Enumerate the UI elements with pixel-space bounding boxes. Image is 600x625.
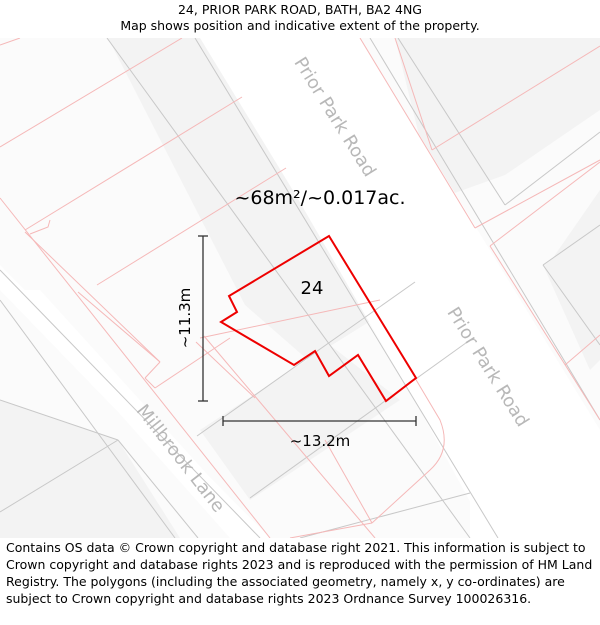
width-measure-line [222, 416, 417, 426]
height-measure-label: ~11.3m [176, 288, 194, 349]
road-surfaces [0, 38, 600, 538]
parcel-boundaries [0, 38, 600, 538]
building-footprints [0, 38, 600, 538]
area-label: ~68m²/~0.017ac. [234, 187, 405, 209]
property-boundary[interactable] [219, 234, 418, 403]
property-number-label: 24 [301, 278, 324, 299]
building-lines [0, 38, 600, 538]
width-measure-label: ~13.2m [290, 432, 351, 450]
copyright-notice: Contains OS data © Crown copyright and d… [6, 540, 593, 606]
property-map[interactable]: ~68m²/~0.017ac. 24 ~11.3m ~13.2m Prior P… [0, 38, 600, 538]
map-header: 24, PRIOR PARK ROAD, BATH, BA2 4NG Map s… [0, 0, 600, 40]
map-subtitle: Map shows position and indicative extent… [120, 18, 480, 33]
property-address: 24, PRIOR PARK ROAD, BATH, BA2 4NG [177, 2, 422, 17]
height-measure-line [198, 235, 208, 402]
